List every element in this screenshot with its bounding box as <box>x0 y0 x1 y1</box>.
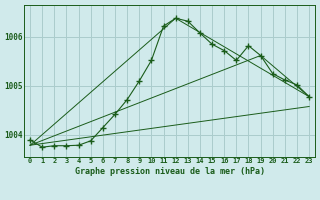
X-axis label: Graphe pression niveau de la mer (hPa): Graphe pression niveau de la mer (hPa) <box>75 167 265 176</box>
